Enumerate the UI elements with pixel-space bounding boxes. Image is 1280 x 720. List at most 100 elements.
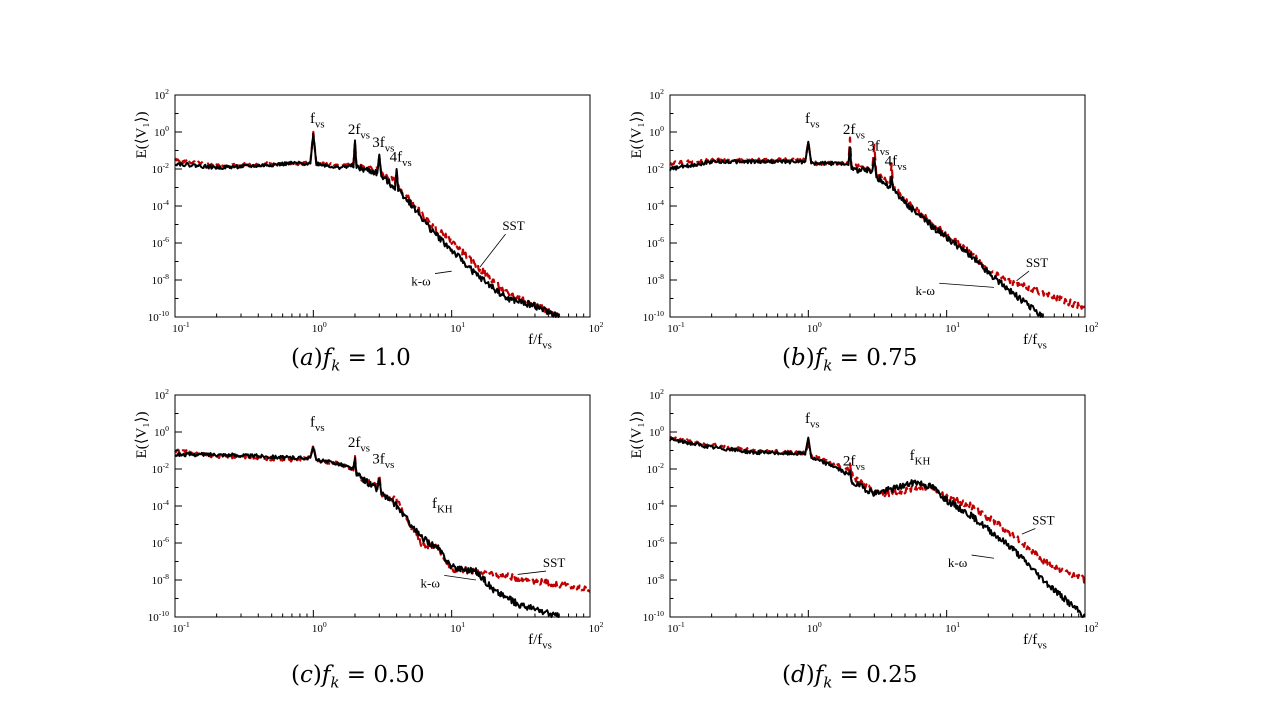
x-axis-label: f/fvs (1023, 332, 1047, 352)
peak-annotation: 2fvs (843, 454, 865, 474)
series-sst-line (669, 136, 1086, 310)
caption-a: (a)fk = 1.0 (291, 345, 411, 375)
series-label-leader (444, 574, 477, 581)
x-tick-label: 102 (1084, 320, 1099, 335)
peak-annotation: 3fvs (372, 451, 394, 471)
series-label-leader (1016, 270, 1030, 282)
x-tick-label: 102 (589, 620, 604, 635)
x-tick-label: 10-1 (172, 620, 190, 635)
series-label-k-omega: k-ω (948, 555, 968, 570)
peak-annotation: fvs (805, 111, 820, 130)
peak-annotation: 3fvs (867, 139, 889, 159)
y-tick-label: 10-2 (647, 161, 665, 176)
y-tick-label: 10-10 (643, 609, 664, 624)
y-tick-label: 100 (154, 424, 169, 439)
plot-frame (669, 394, 1086, 618)
series-label-leader (479, 233, 506, 268)
series-label-sst: SST (502, 218, 524, 233)
y-tick-label: 10-4 (152, 498, 170, 513)
y-tick-label: 10-4 (647, 198, 665, 213)
series-label-leader (517, 570, 547, 575)
x-axis-label: f/fvs (528, 632, 552, 652)
y-tick-label: 10-2 (152, 461, 170, 476)
y-tick-label: 10-10 (148, 309, 169, 324)
y-tick-label: 102 (649, 387, 664, 402)
y-tick-label: 100 (649, 124, 664, 139)
x-tick-label: 101 (450, 620, 465, 635)
y-tick-label: 10-2 (647, 461, 665, 476)
series-label-leader (1021, 528, 1036, 535)
x-axis-label: f/fvs (1023, 632, 1047, 652)
chart-panel-a: 10-1 100 101 102 102 100 10-2 10-4 10-6 10-8 10-10… (134, 87, 604, 352)
chart-panel-d: 10-1 100 101 102 102 100 10-2 10-4 10-6 10-8 10-10… (629, 387, 1099, 652)
peak-annotation: 2fvs (348, 435, 370, 455)
y-axis-label: E(⟨V₁⟩) (629, 112, 645, 159)
series-label-k-omega: k-ω (421, 575, 441, 590)
y-tick-label: 10-6 (647, 535, 665, 550)
y-tick-label: 10-10 (148, 609, 169, 624)
series-k-omega-line (669, 140, 1044, 318)
series-label-sst: SST (1032, 513, 1054, 528)
y-tick-label: 102 (154, 387, 169, 402)
series-label-k-omega: k-ω (916, 283, 936, 298)
x-axis-label: f/fvs (528, 332, 552, 352)
series-label-sst: SST (1026, 255, 1048, 270)
series-k-omega-line (174, 132, 561, 318)
series-k-omega-line (669, 436, 1086, 618)
peak-annotation: fKH (432, 496, 453, 516)
peak-annotation: 2fvs (348, 122, 370, 142)
x-tick-label: 100 (807, 620, 822, 635)
y-tick-label: 10-2 (152, 161, 170, 176)
series-label-leader (434, 270, 452, 274)
series-label-k-omega: k-ω (411, 274, 431, 289)
y-tick-label: 100 (154, 124, 169, 139)
series-label-leader (939, 282, 995, 288)
series-k-omega-line (174, 446, 560, 618)
y-tick-label: 10-8 (152, 572, 170, 587)
x-tick-label: 100 (312, 620, 327, 635)
series-sst-line (174, 443, 591, 594)
peak-annotation: 2fvs (843, 122, 865, 142)
y-tick-label: 10-8 (647, 572, 665, 587)
chart-panel-c: 10-1 100 101 102 102 100 10-2 10-4 10-6 10-8 10-10… (134, 387, 604, 652)
x-tick-label: 10-1 (667, 320, 685, 335)
y-axis-label: E(⟨V₁⟩) (134, 412, 150, 459)
series-sst-line (669, 436, 1087, 584)
peak-annotation: fKH (910, 448, 931, 468)
y-axis-label: E(⟨V₁⟩) (134, 112, 150, 159)
caption-d: (d)fk = 0.25 (782, 662, 918, 692)
x-tick-label: 101 (450, 320, 465, 335)
y-tick-label: 10-8 (152, 272, 170, 287)
y-axis-label: E(⟨V₁⟩) (629, 412, 645, 459)
series-label-sst: SST (543, 555, 565, 570)
x-tick-label: 10-1 (667, 620, 685, 635)
y-tick-label: 10-4 (152, 198, 170, 213)
peak-annotation: 3fvs (372, 135, 394, 155)
plot-frame (174, 394, 591, 618)
y-tick-label: 10-4 (647, 498, 665, 513)
peak-annotation: fvs (310, 414, 325, 434)
chart-panel-b: 10-1 100 101 102 102 100 10-2 10-4 10-6 10-8 10-10… (629, 87, 1099, 352)
x-tick-label: 101 (945, 620, 960, 635)
y-tick-label: 10-6 (152, 235, 170, 250)
x-tick-label: 102 (1084, 620, 1099, 635)
y-tick-label: 100 (649, 424, 664, 439)
x-tick-label: 101 (945, 320, 960, 335)
peak-annotation: fvs (310, 111, 325, 130)
x-tick-label: 10-1 (172, 320, 190, 335)
x-tick-label: 100 (312, 320, 327, 335)
peak-annotation: 4fvs (885, 154, 907, 174)
peak-annotation: fvs (805, 411, 820, 431)
y-tick-label: 10-6 (647, 235, 665, 250)
y-tick-label: 102 (154, 87, 169, 102)
peak-annotation: 4fvs (390, 150, 412, 170)
y-tick-label: 10-10 (643, 309, 664, 324)
x-tick-label: 100 (807, 320, 822, 335)
plot-frame (174, 94, 591, 318)
y-tick-label: 10-8 (647, 272, 665, 287)
caption-b: (b)fk = 0.75 (782, 345, 918, 375)
series-label-leader (971, 554, 995, 559)
x-tick-label: 102 (589, 320, 604, 335)
y-tick-label: 102 (649, 87, 664, 102)
caption-c: (c)fk = 0.50 (291, 662, 425, 692)
